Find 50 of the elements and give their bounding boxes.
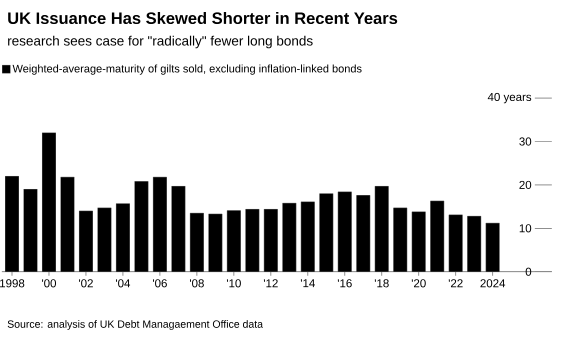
bar — [116, 203, 130, 272]
source-note: Source: analysis of UK Debt Managaement Office data — [8, 320, 264, 330]
x-tick-label: '06 — [152, 279, 167, 288]
bar — [42, 132, 56, 272]
legend-label: Weighted-average-maturity of gilts sold, excluding inflation-linked bonds — [12, 64, 362, 75]
bar — [208, 214, 222, 272]
bar — [226, 210, 241, 272]
x-tick-label: '16 — [338, 279, 352, 288]
bar — [430, 200, 444, 272]
x-tick-label: '22 — [448, 279, 463, 288]
y-tick-label: 40 years — [488, 92, 532, 104]
bar — [152, 176, 167, 272]
x-tick-label: '14 — [300, 279, 315, 288]
bar — [412, 212, 426, 272]
bar — [319, 193, 334, 272]
y-tick-label: 30 — [519, 137, 532, 146]
bar — [5, 176, 19, 272]
chart-title: UK Issuance Has Skewed Shorter in Recent Years — [8, 12, 398, 24]
bar — [374, 186, 389, 272]
x-tick-label: '08 — [190, 279, 204, 288]
x-tick-label: '00 — [42, 279, 56, 288]
bar — [245, 208, 260, 272]
bar — [23, 188, 38, 272]
chart-subtitle: research sees case for "radically" fewer long bonds — [8, 36, 313, 48]
bar — [393, 208, 408, 272]
x-tick-label: 2024 — [480, 279, 506, 288]
bar — [60, 176, 74, 272]
bar — [282, 202, 296, 272]
bar — [338, 192, 352, 272]
x-tick-label: '20 — [412, 279, 426, 288]
bar — [190, 212, 204, 272]
bar — [78, 210, 93, 272]
bar — [467, 216, 482, 272]
bar — [356, 195, 370, 272]
bar — [486, 222, 500, 272]
x-tick-label: '18 — [374, 279, 389, 288]
x-tick-label: '12 — [264, 279, 278, 288]
y-tick-label: 10 — [520, 224, 532, 232]
bar — [97, 208, 112, 272]
x-tick-label: 1998 — [0, 279, 24, 288]
bar — [448, 214, 463, 272]
bar — [264, 208, 278, 272]
x-tick-label: '04 — [116, 279, 130, 288]
y-tick-label: 0 — [526, 268, 532, 276]
bar — [300, 202, 315, 272]
x-tick-label: '10 — [226, 279, 241, 288]
bar — [134, 181, 148, 272]
x-tick-label: '02 — [79, 279, 93, 288]
y-tick-label: 20 — [519, 180, 532, 189]
bar — [171, 186, 186, 272]
